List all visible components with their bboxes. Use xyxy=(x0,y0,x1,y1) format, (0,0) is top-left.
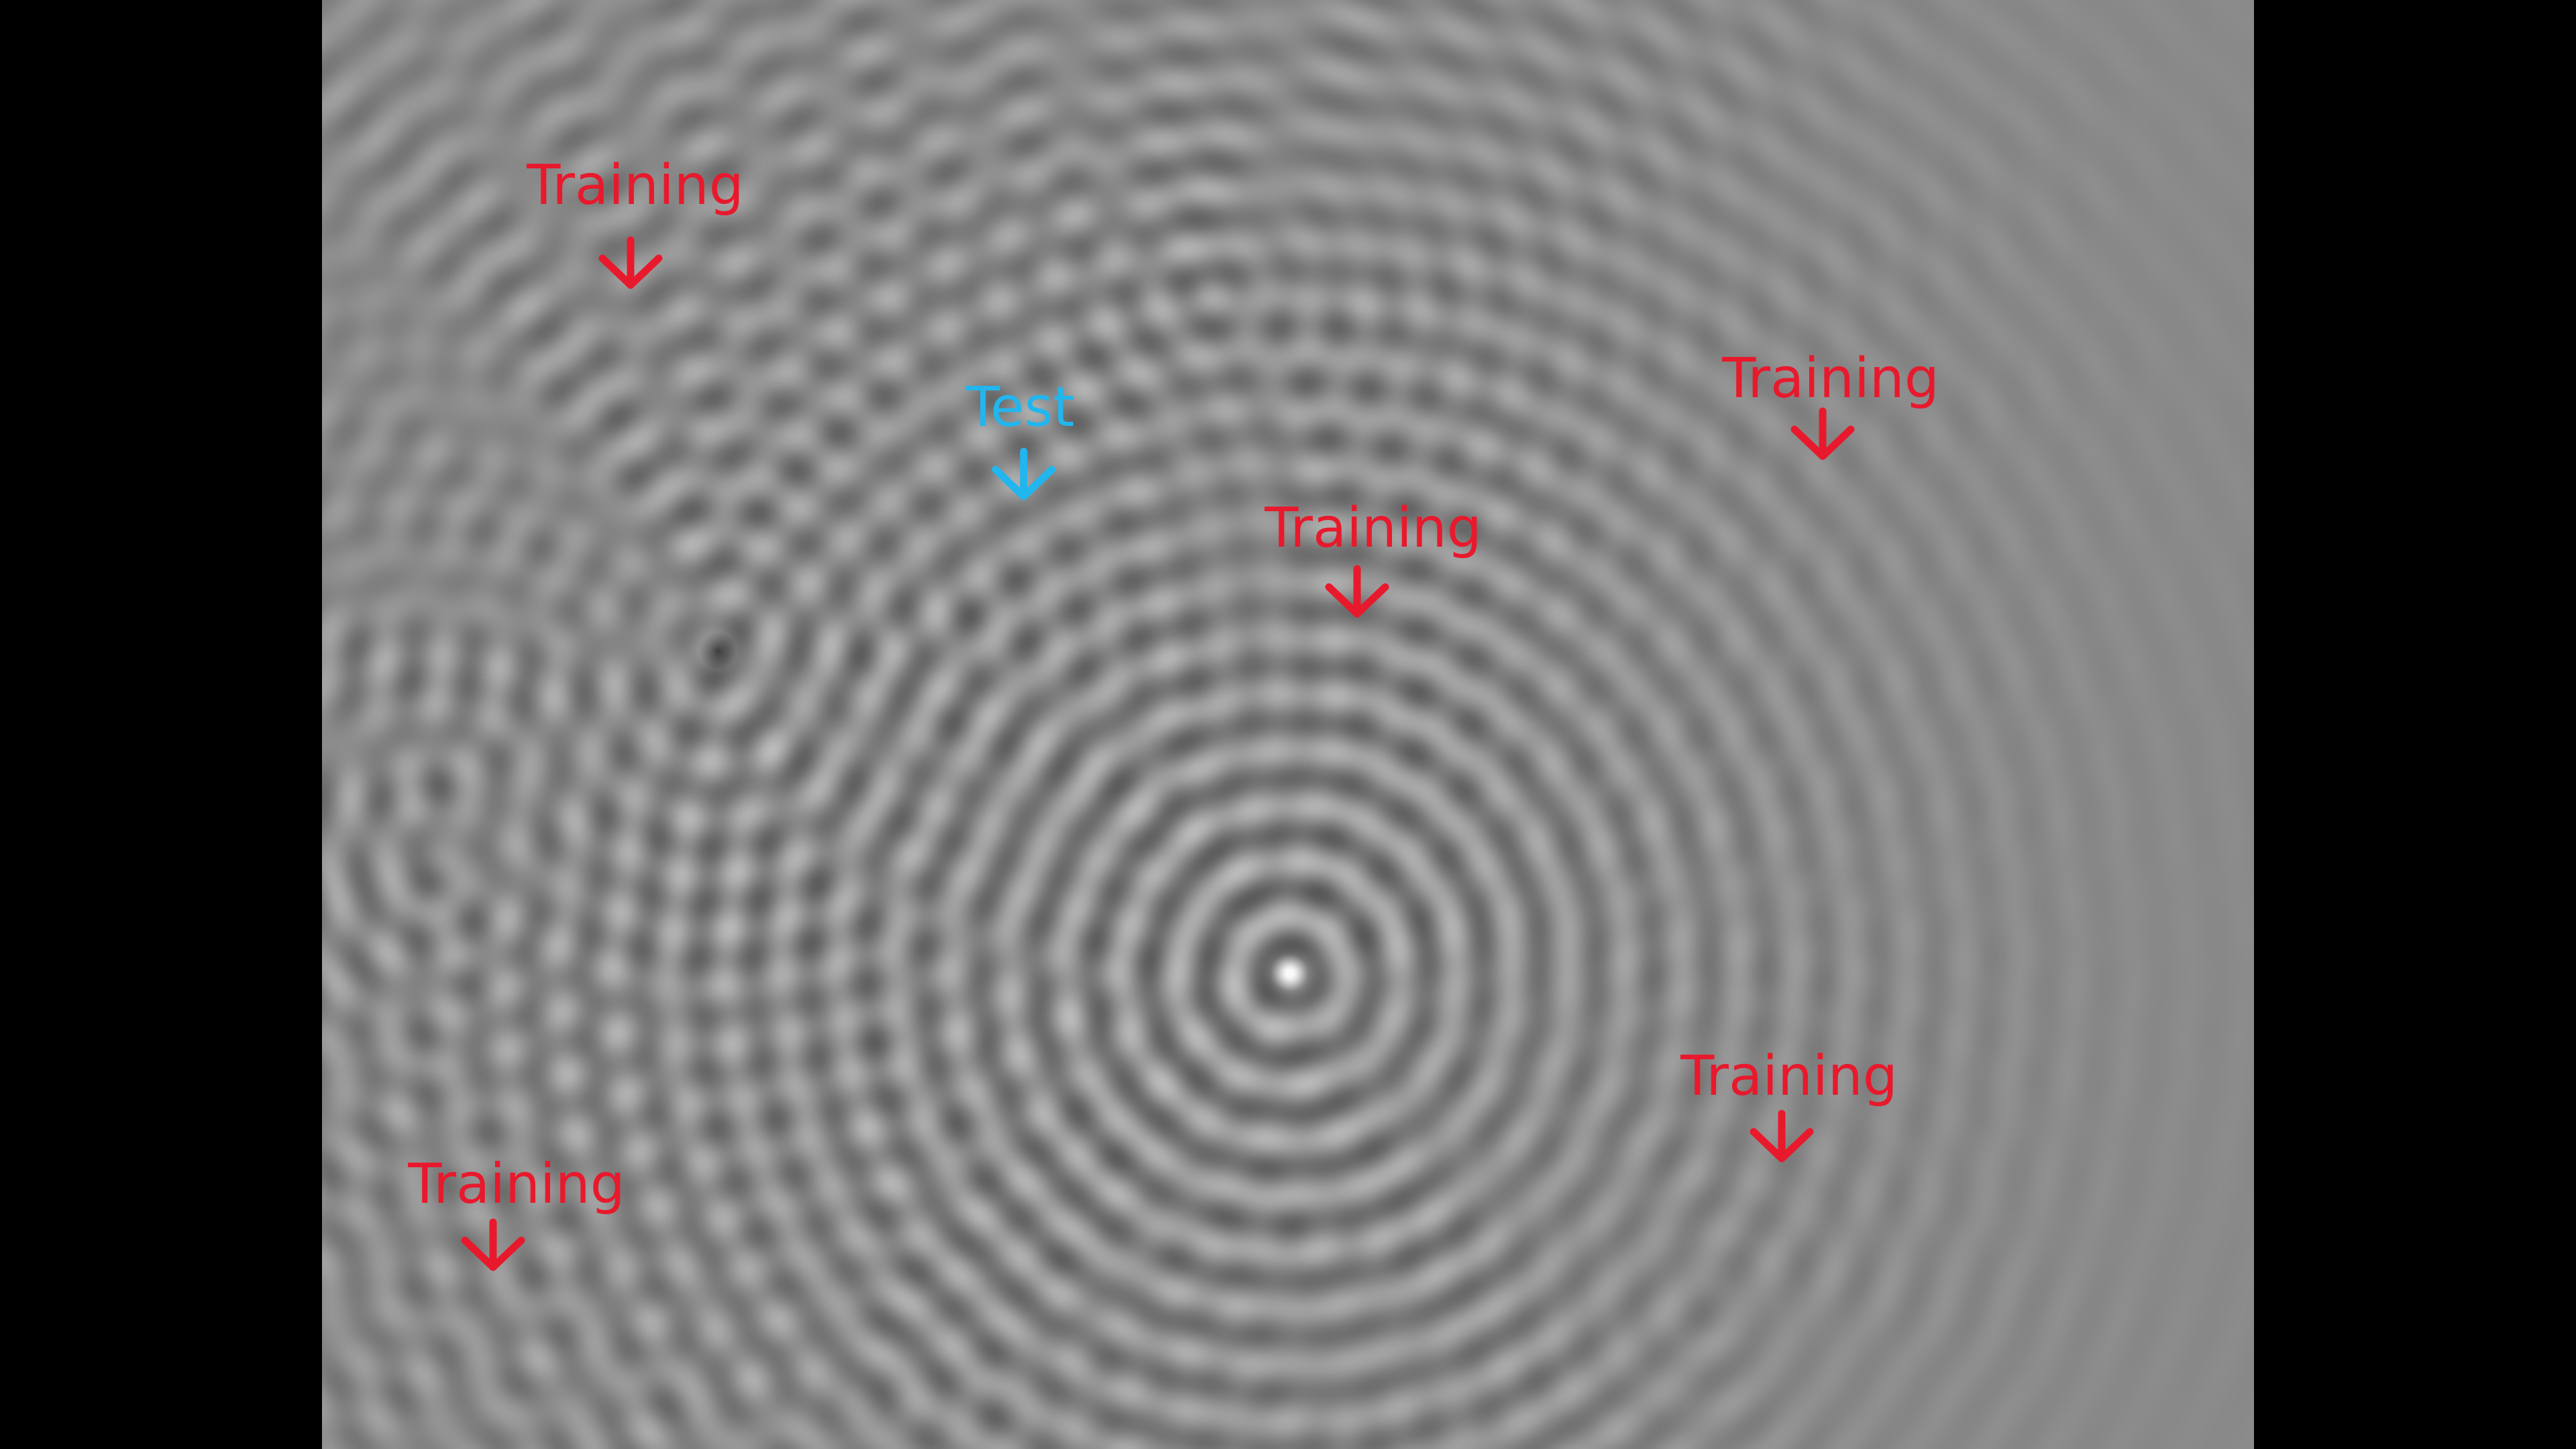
marker-label-training-3: Training xyxy=(1264,496,1482,560)
marker-label-training-2: Training xyxy=(1721,347,1939,411)
marker-training-4: Training xyxy=(1680,1044,1898,1163)
down-arrow-icon xyxy=(1750,1110,1814,1163)
down-arrow-icon xyxy=(1790,407,1855,460)
down-arrow-icon xyxy=(598,236,663,289)
down-arrow-icon xyxy=(1325,565,1389,618)
marker-label-training-1: Training xyxy=(526,154,744,217)
down-arrow-icon xyxy=(461,1218,525,1271)
marker-test-1: Test xyxy=(965,376,1075,500)
down-arrow-icon xyxy=(991,447,1056,500)
marker-label-test-1: Test xyxy=(965,376,1074,439)
marker-training-5: Training xyxy=(407,1152,625,1271)
marker-training-2: Training xyxy=(1721,347,1939,460)
marker-label-training-5: Training xyxy=(407,1152,625,1216)
wave-interference-field xyxy=(322,0,2254,1449)
marker-training-1: Training xyxy=(526,154,744,289)
marker-training-3: Training xyxy=(1264,496,1482,618)
marker-label-training-4: Training xyxy=(1680,1044,1898,1108)
